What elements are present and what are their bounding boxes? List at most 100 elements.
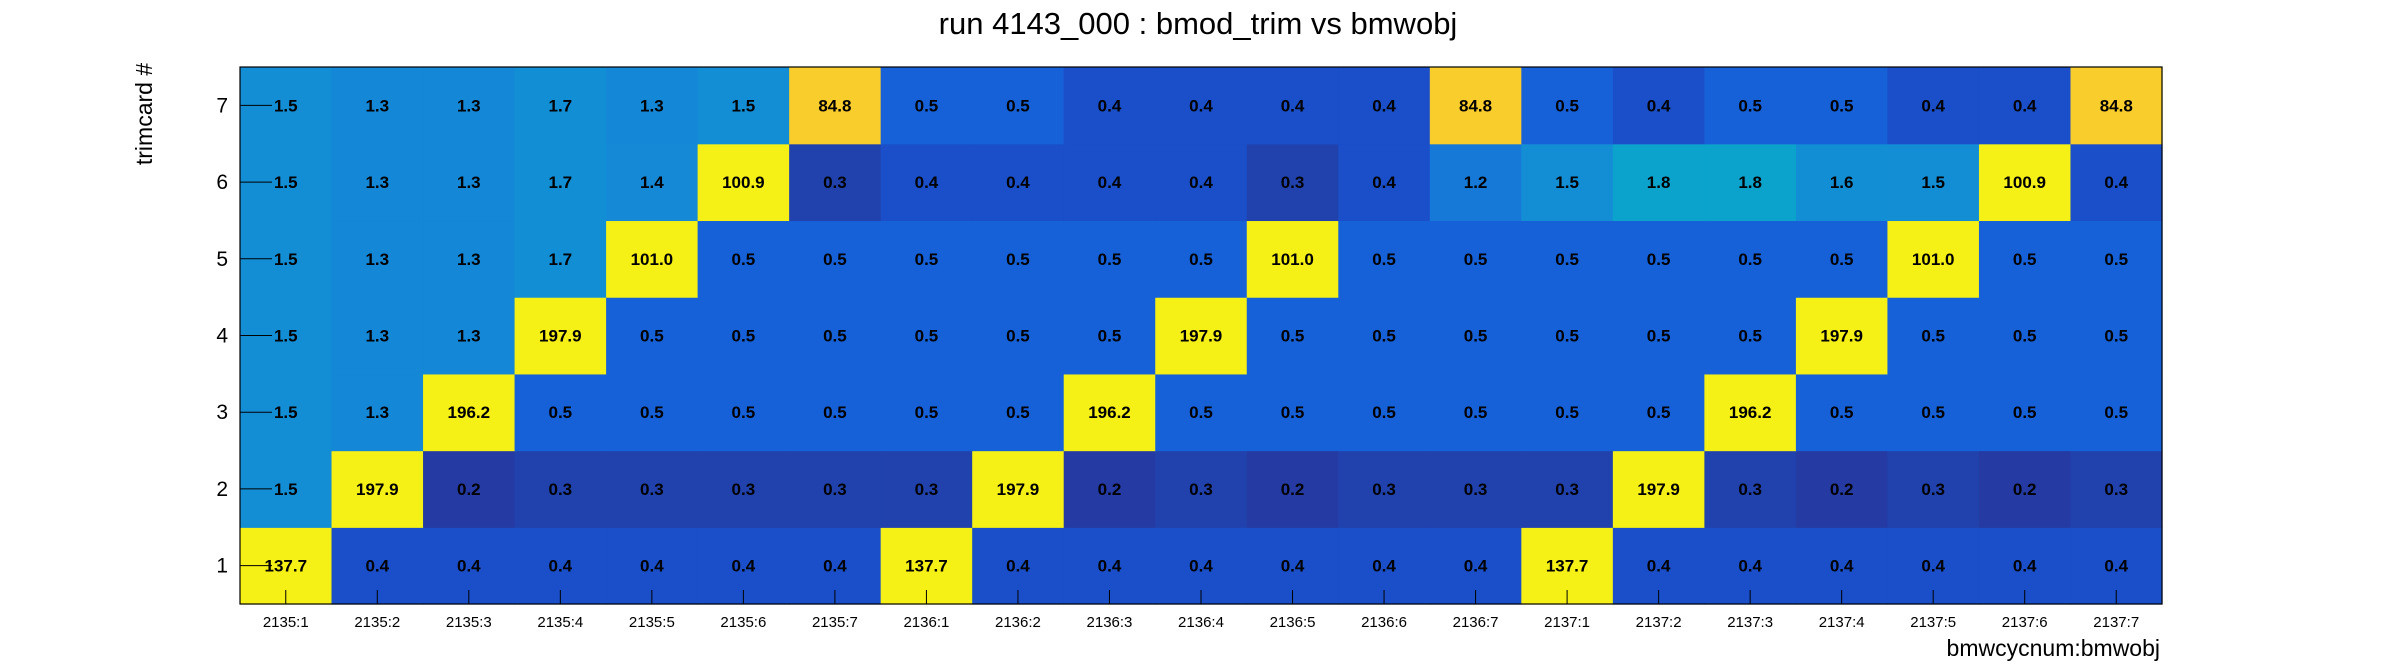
heatmap-cell [331, 450, 424, 528]
heatmap-cell [1155, 220, 1248, 298]
cell-value-label: 0.5 [1098, 327, 1122, 346]
y-tick-label: 2 [216, 478, 228, 501]
cell-value-label: 0.4 [2013, 557, 2037, 576]
heatmap-cell [1338, 220, 1431, 298]
heatmap-cell [697, 450, 790, 528]
x-tick-label: 2135:6 [720, 614, 766, 631]
cell-value-label: 1.2 [1464, 173, 1488, 192]
cell-value-label: 0.3 [1555, 480, 1579, 499]
heatmap-cell [697, 220, 790, 298]
cell-value-label: 0.3 [732, 480, 756, 499]
heatmap-cell [1155, 67, 1248, 145]
cell-value-label: 0.4 [1921, 557, 1945, 576]
cell-value-label: 1.4 [640, 173, 664, 192]
cell-value-label: 0.2 [2013, 480, 2037, 499]
x-tick-label: 2135:2 [354, 614, 400, 631]
cell-value-label: 0.4 [1281, 96, 1305, 115]
x-tick-label: 2137:1 [1544, 614, 1590, 631]
cell-value-label: 0.4 [549, 557, 573, 576]
cell-value-label: 0.5 [1372, 327, 1396, 346]
cell-value-label: 0.5 [823, 327, 847, 346]
cell-value-label: 0.4 [640, 557, 664, 576]
cell-value-label: 0.5 [1464, 403, 1488, 422]
cell-value-label: 84.8 [818, 96, 851, 115]
cell-value-label: 0.3 [2104, 480, 2128, 499]
x-tick-label: 2137:2 [1636, 614, 1682, 631]
cell-value-label: 0.5 [915, 96, 939, 115]
heatmap-cell [1521, 450, 1614, 528]
cell-value-label: 0.4 [1098, 173, 1122, 192]
cell-value-label: 0.5 [1464, 327, 1488, 346]
heatmap-cell [1521, 220, 1614, 298]
cell-value-label: 0.4 [2104, 173, 2128, 192]
x-tick-label: 2137:6 [2002, 614, 2048, 631]
y-tick-label: 4 [216, 325, 228, 348]
cell-value-label: 1.6 [1830, 173, 1854, 192]
heatmap-cell [331, 143, 424, 222]
cell-value-label: 0.5 [1555, 327, 1579, 346]
heatmap-cell [1063, 450, 1156, 528]
cell-value-label: 197.9 [539, 327, 582, 346]
cell-value-label: 0.3 [1921, 480, 1945, 499]
cell-value-label: 0.5 [2104, 403, 2128, 422]
cell-value-label: 0.5 [823, 403, 847, 422]
heatmap-cell [789, 297, 882, 375]
cell-value-label: 100.9 [2003, 173, 2046, 192]
cell-value-label: 1.5 [274, 250, 298, 269]
cell-value-label: 196.2 [448, 403, 491, 422]
cell-value-label: 0.5 [1372, 403, 1396, 422]
heatmap-cell [1978, 143, 2072, 222]
cell-value-label: 0.5 [732, 403, 756, 422]
cell-value-label: 0.4 [365, 557, 389, 576]
heatmap-cell [1155, 297, 1248, 375]
heatmap-cell [1795, 143, 1889, 222]
cell-value-label: 1.5 [274, 327, 298, 346]
x-tick-label: 2136:4 [1178, 614, 1224, 631]
cell-value-label: 1.3 [365, 403, 389, 422]
x-tick-label: 2137:3 [1727, 614, 1773, 631]
cell-value-label: 0.4 [1098, 557, 1122, 576]
heatmap-cell [331, 67, 424, 145]
cell-value-label: 1.7 [549, 173, 573, 192]
cell-value-label: 0.3 [1372, 480, 1396, 499]
cell-value-label: 0.5 [1555, 250, 1579, 269]
x-tick-label: 2137:7 [2093, 614, 2139, 631]
heatmap-cell [423, 143, 516, 222]
heatmap-cell [423, 297, 516, 375]
heatmap-cell [1155, 143, 1248, 222]
heatmap-cell [1521, 297, 1614, 375]
cell-value-label: 0.5 [1738, 96, 1762, 115]
cell-value-label: 0.5 [915, 327, 939, 346]
x-tick-label: 2136:1 [903, 614, 949, 631]
cell-value-label: 0.5 [1647, 250, 1671, 269]
heatmap-cell [789, 67, 882, 145]
cell-value-label: 0.3 [823, 480, 847, 499]
cell-value-label: 1.8 [1738, 173, 1762, 192]
heatmap-cell [1063, 220, 1156, 298]
heatmap-cell [2070, 373, 2163, 452]
y-tick-label: 1 [216, 555, 228, 578]
heatmap-cell [331, 297, 424, 375]
cell-value-label: 0.3 [549, 480, 573, 499]
heatmap-cell [1155, 373, 1248, 452]
heatmap-cell [1978, 67, 2072, 145]
cell-value-label: 1.5 [274, 403, 298, 422]
heatmap-cell [697, 297, 790, 375]
heatmap-cell [1429, 67, 1522, 145]
cell-value-label: 0.5 [1098, 250, 1122, 269]
cell-value-label: 1.5 [732, 96, 756, 115]
cell-value-label: 0.4 [1464, 557, 1488, 576]
y-tick-label: 6 [216, 171, 228, 194]
cell-value-label: 0.5 [2013, 327, 2037, 346]
cell-value-label: 1.5 [274, 173, 298, 192]
heatmap-cell [1704, 143, 1797, 222]
cell-value-label: 0.4 [732, 557, 756, 576]
x-tick-label: 2136:7 [1453, 614, 1499, 631]
cell-value-label: 0.4 [1006, 557, 1030, 576]
cell-value-label: 84.8 [1459, 96, 1492, 115]
cell-value-label: 1.3 [365, 96, 389, 115]
heatmap-cell [1978, 450, 2072, 528]
heatmap-cell [880, 220, 973, 298]
heatmap-cell [423, 450, 516, 528]
cell-value-label: 1.5 [274, 96, 298, 115]
